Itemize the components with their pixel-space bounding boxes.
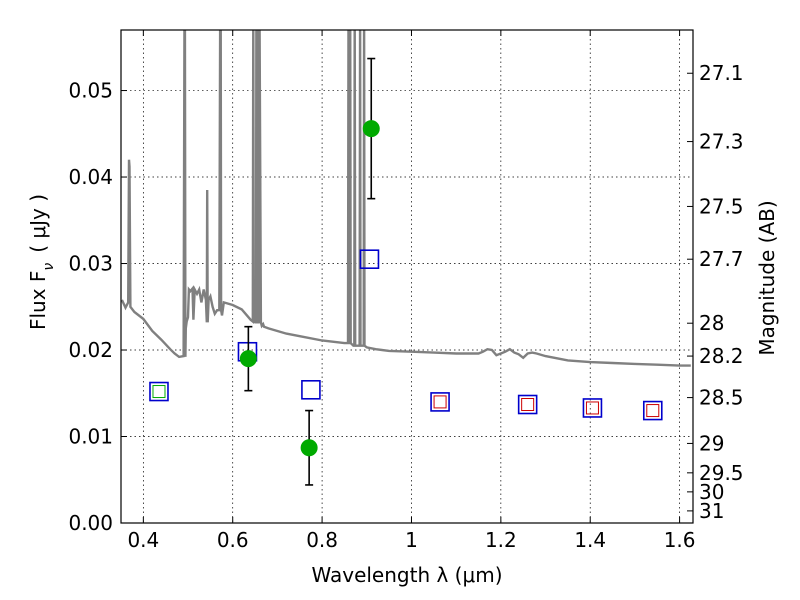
y-axis-title: Flux Fν ( μJy ) — [26, 194, 57, 330]
y-tick-label: 0.05 — [68, 79, 113, 103]
y-tick-label: 0.00 — [68, 511, 113, 535]
y-axis-title-unit: ( μJy ) — [26, 194, 50, 253]
y2-tick-label: 29 — [699, 431, 724, 455]
model-spectrum-line — [121, 30, 691, 367]
x-tick-label: 1.4 — [574, 528, 606, 552]
inner-square — [521, 398, 535, 412]
grid-lines — [121, 30, 693, 524]
data-points — [149, 57, 663, 486]
y2-tick-label: 28.5 — [699, 386, 744, 410]
x-tick-label: 1.2 — [485, 528, 517, 552]
model-photometry-square — [430, 392, 450, 412]
observed-point — [239, 350, 257, 368]
x-axis-title: Wavelength λ (μm) — [311, 563, 502, 587]
y2-tick-label: 27.3 — [699, 130, 744, 154]
model-photometry-square — [149, 381, 169, 402]
y2-tick-label: 31 — [699, 499, 724, 523]
model-photometry-square — [517, 394, 538, 415]
plot-frame — [120, 29, 694, 524]
y2-tick-label: 27.5 — [699, 194, 744, 218]
tick-labels: 0.4 0.6 0.8 1 1.2 1.4 1.6 0.00 0.01 0.02 0.03 0.04 0… — [68, 61, 743, 552]
inner-square — [585, 401, 599, 415]
y2-tick-label: 27.1 — [699, 61, 744, 85]
x-tick-label: 1.6 — [664, 528, 696, 552]
inner-square — [433, 395, 447, 409]
y-tick-label: 0.04 — [68, 165, 113, 189]
x-tick-label: 0.8 — [306, 528, 338, 552]
x-tick-label: 0.6 — [217, 528, 249, 552]
y-tick-label: 0.02 — [68, 338, 113, 362]
y2-tick-label: 30 — [699, 480, 724, 504]
y2-tick-label: 27.7 — [699, 247, 744, 271]
y-axis-title-main: Flux F — [26, 271, 50, 330]
model-photometry-square — [359, 249, 380, 270]
y2-tick-label: 28 — [699, 311, 724, 335]
y2-tick-label: 29.5 — [699, 461, 744, 485]
observed-point — [362, 120, 380, 138]
axis-ticks — [121, 30, 693, 524]
inner-square — [646, 404, 660, 418]
y-tick-label: 0.03 — [68, 252, 113, 276]
model-photometry-square — [582, 398, 603, 418]
observed-point — [300, 439, 318, 457]
x-tick-label: 0.4 — [127, 528, 159, 552]
model-photometry-square — [642, 400, 663, 421]
y-tick-label: 0.01 — [68, 425, 113, 449]
y2-axis-title: Magnitude (AB) — [755, 200, 779, 355]
x-tick-label: 1 — [405, 528, 418, 552]
svg-text:Flux Fν( μJy ): Flux Fν ( μJy ) — [26, 194, 57, 330]
y-axis-title-subscript: ν — [41, 263, 57, 271]
y2-tick-label: 28.2 — [699, 344, 744, 368]
model-photometry-square — [301, 380, 321, 400]
inner-square — [152, 385, 166, 399]
